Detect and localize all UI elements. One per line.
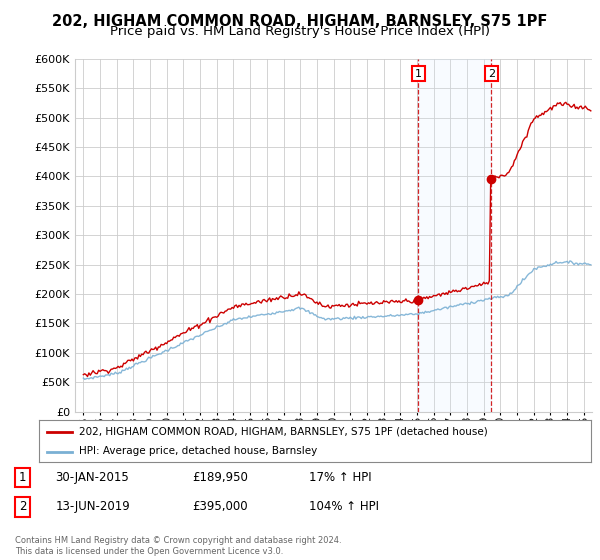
Text: HPI: Average price, detached house, Barnsley: HPI: Average price, detached house, Barn… [79, 446, 317, 456]
Text: Contains HM Land Registry data © Crown copyright and database right 2024.
This d: Contains HM Land Registry data © Crown c… [15, 536, 341, 556]
Bar [418, 59, 491, 412]
Text: 2: 2 [488, 68, 495, 78]
Text: 1: 1 [415, 68, 422, 78]
Text: £189,950: £189,950 [193, 471, 248, 484]
Text: 2: 2 [19, 501, 26, 514]
Text: 17% ↑ HPI: 17% ↑ HPI [309, 471, 371, 484]
Text: 30-JAN-2015: 30-JAN-2015 [56, 471, 130, 484]
Text: 202, HIGHAM COMMON ROAD, HIGHAM, BARNSLEY, S75 1PF: 202, HIGHAM COMMON ROAD, HIGHAM, BARNSLE… [52, 14, 548, 29]
Text: £395,000: £395,000 [193, 501, 248, 514]
Text: 202, HIGHAM COMMON ROAD, HIGHAM, BARNSLEY, S75 1PF (detached house): 202, HIGHAM COMMON ROAD, HIGHAM, BARNSLE… [79, 427, 487, 437]
Text: 1: 1 [19, 471, 26, 484]
Text: 13-JUN-2019: 13-JUN-2019 [56, 501, 130, 514]
Text: Price paid vs. HM Land Registry's House Price Index (HPI): Price paid vs. HM Land Registry's House … [110, 25, 490, 38]
Text: 104% ↑ HPI: 104% ↑ HPI [309, 501, 379, 514]
